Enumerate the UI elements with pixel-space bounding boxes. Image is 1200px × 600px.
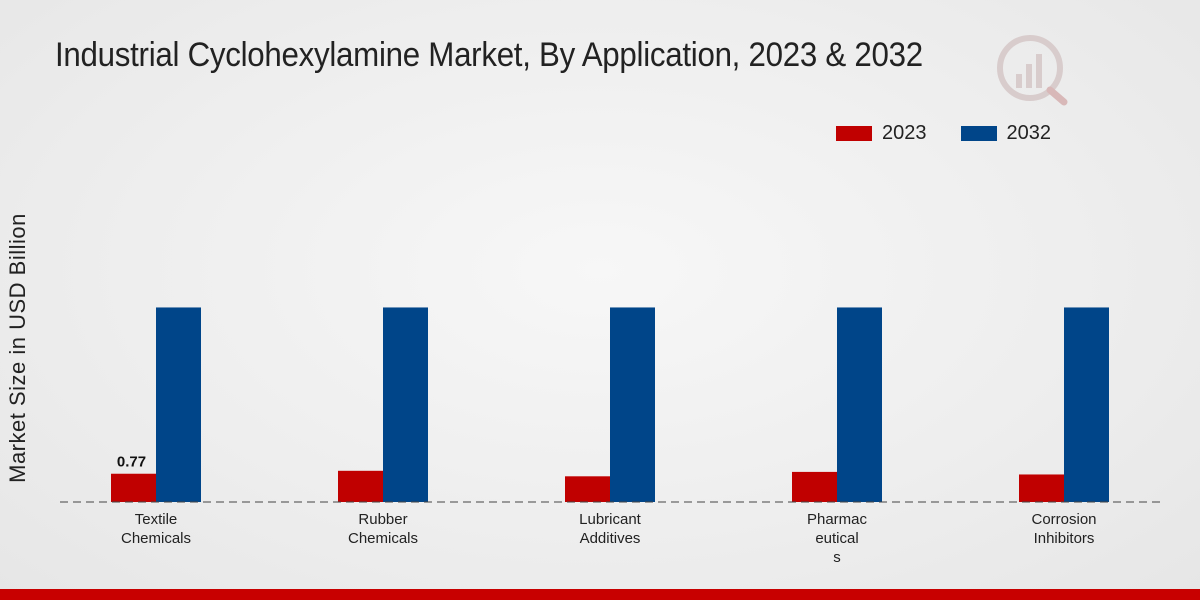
bar-2032-textile-chemicals[interactable] <box>156 307 201 502</box>
x-tick-label-4-line-3: s <box>833 549 841 566</box>
bar-2032-pharmaceuticals[interactable] <box>837 307 882 502</box>
x-tick-label-4-line-1: Pharmac <box>807 511 868 528</box>
x-tick-label-2-line-2: Chemicals <box>348 530 418 547</box>
bar-2032-rubber-chemicals[interactable] <box>383 307 428 502</box>
x-tick-label-4-line-2: eutical <box>815 530 858 547</box>
legend-label-2032: 2032 <box>1006 122 1052 144</box>
chart-title: Industrial Cyclohexylamine Market, By Ap… <box>55 36 923 74</box>
bar-2023-corrosion-inhibitors[interactable] <box>1019 474 1064 502</box>
bar-2023-pharmaceuticals[interactable] <box>792 471 837 502</box>
legend-swatch-2032 <box>960 126 997 141</box>
legend-item-2032[interactable]: 2032 <box>960 122 1052 145</box>
bar-2032-lubricant-additives[interactable] <box>610 307 655 502</box>
bottom-accent-bar <box>0 589 1200 600</box>
x-tick-label-1-line-2: Chemicals <box>121 530 191 547</box>
legend-label-2023: 2023 <box>882 122 927 144</box>
data-label-0.77: 0.77 <box>117 454 146 471</box>
x-tick-label-5-line-2: Inhibitors <box>1034 530 1095 547</box>
x-tick-label-3-line-1: Lubricant <box>579 511 642 528</box>
x-tick-label-1-line-1: Textile <box>135 511 178 528</box>
chart-legend: 2023 2032 <box>836 122 1085 145</box>
x-tick-label-2-line-1: Rubber <box>358 511 407 528</box>
legend-item-2023[interactable]: 2023 <box>836 122 927 145</box>
x-tick-label-5-line-1: Corrosion <box>1031 511 1096 528</box>
bar-2023-textile-chemicals[interactable] <box>111 473 156 502</box>
x-tick-label-3-line-2: Additives <box>580 530 641 547</box>
bar-2023-lubricant-additives[interactable] <box>565 476 610 502</box>
legend-swatch-2023 <box>836 126 872 141</box>
bar-2032-corrosion-inhibitors[interactable] <box>1064 307 1109 502</box>
market-research-logo-icon <box>997 35 1068 106</box>
bar-2023-rubber-chemicals[interactable] <box>338 470 383 502</box>
